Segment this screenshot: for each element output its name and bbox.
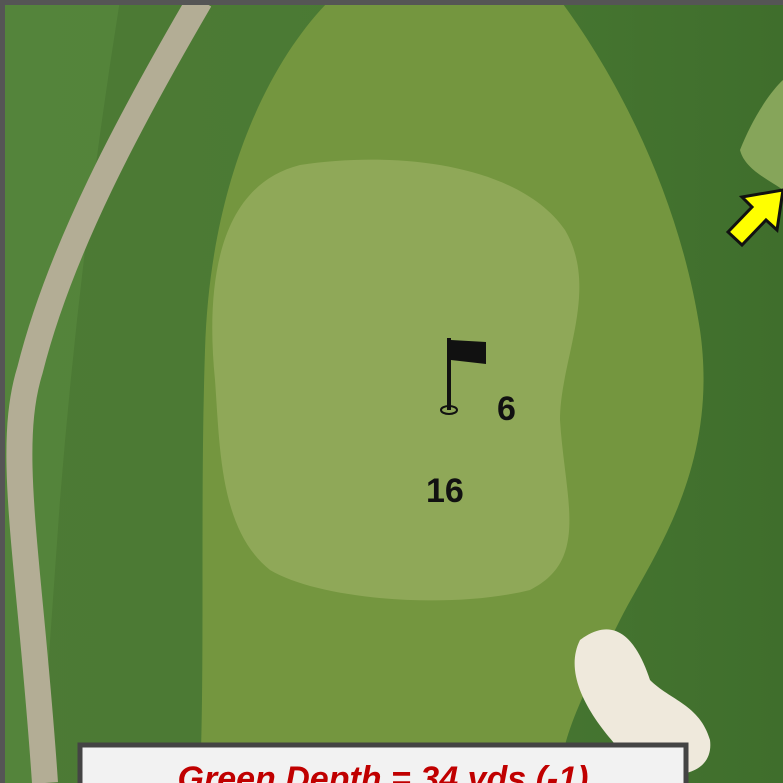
putting-green [212, 160, 579, 601]
pin-distance: 6 [497, 390, 516, 428]
front-distance: 16 [426, 472, 464, 510]
footer-text: Green Depth = 34 yds (-1) [178, 760, 589, 783]
hole-view: 6 16 Green Depth = 34 yds (-1) [0, 0, 783, 783]
